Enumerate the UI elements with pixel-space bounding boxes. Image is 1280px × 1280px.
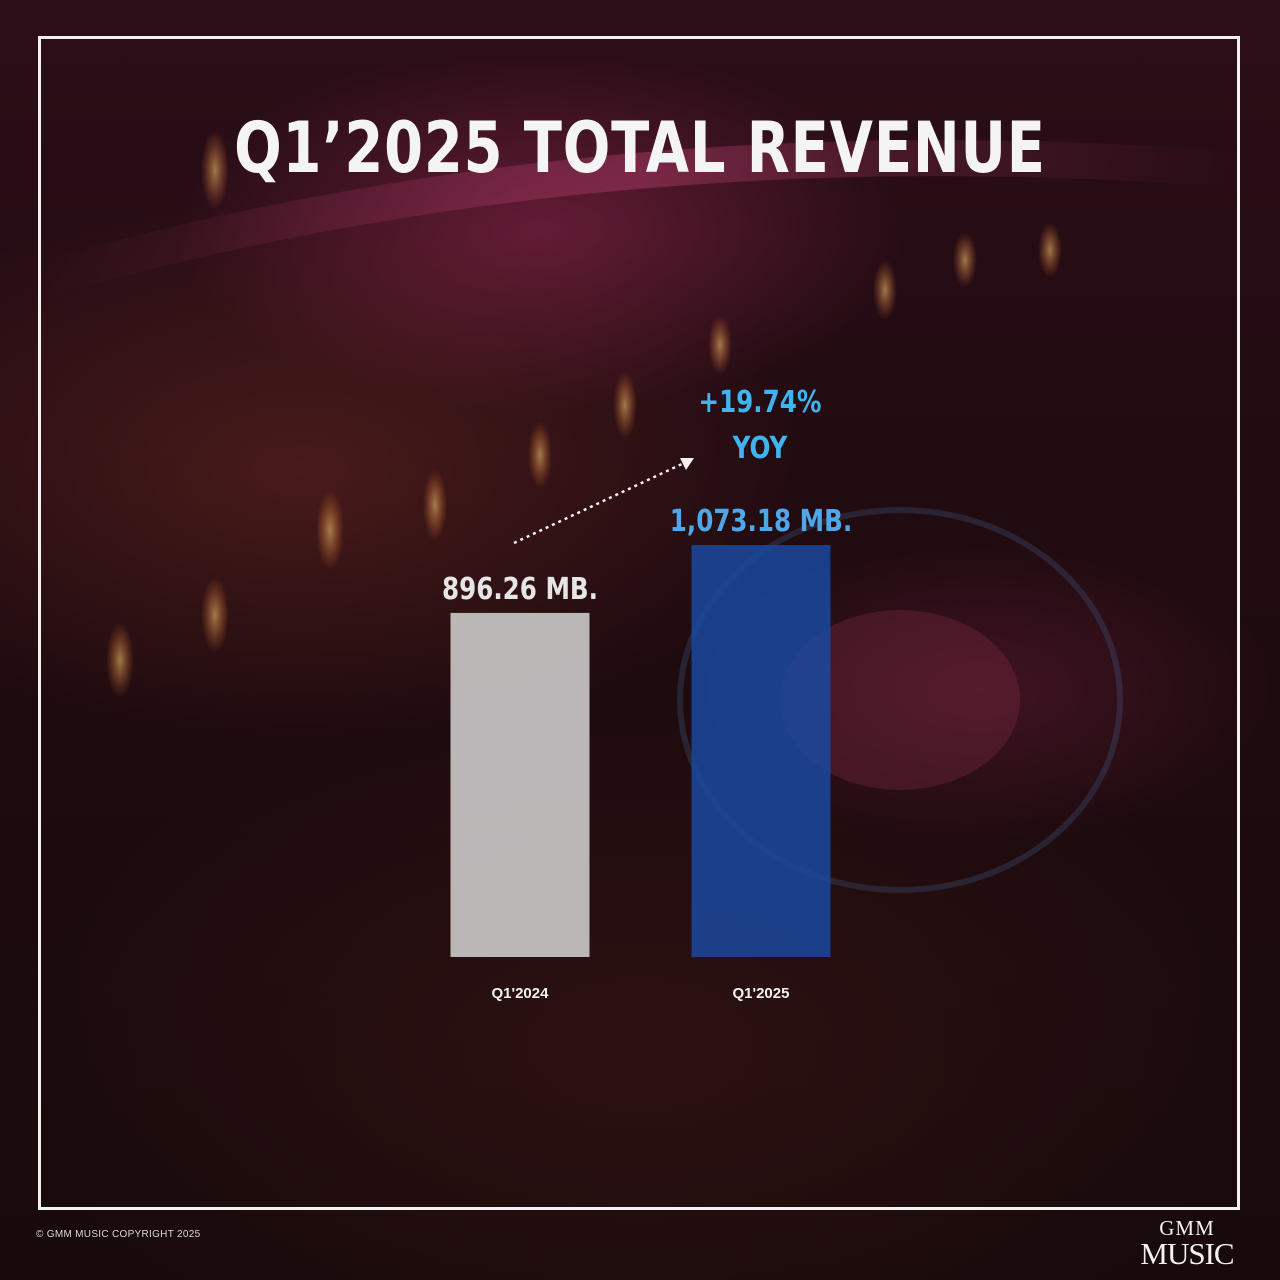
growth-arrow-head-icon [680,458,694,470]
border-frame [38,36,1240,1210]
bar-q1-2025 [691,545,831,957]
logo-text-bottom: MUSIC [1140,1236,1234,1271]
logo-text-top: GMM [1159,1216,1215,1240]
category-label-q1-2025: Q1'2025 [733,985,790,1002]
growth-period: YOY [732,432,789,466]
gmm-music-logo: GMM MUSIC [1132,1216,1242,1271]
category-label-q1-2024: Q1'2024 [492,985,550,1002]
value-label-q1-2024: 896.26 MB. [442,573,598,607]
value-label-q1-2025: 1,073.18 MB. [670,505,852,539]
growth-arrow-line [513,461,685,545]
growth-percent: +19.74% [698,386,821,420]
bar-q1-2024 [450,612,590,957]
copyright-text: © GMM MUSIC COPYRIGHT 2025 [36,1229,201,1240]
page-title: Q1’2025 TOTAL REVENUE [234,107,1046,189]
